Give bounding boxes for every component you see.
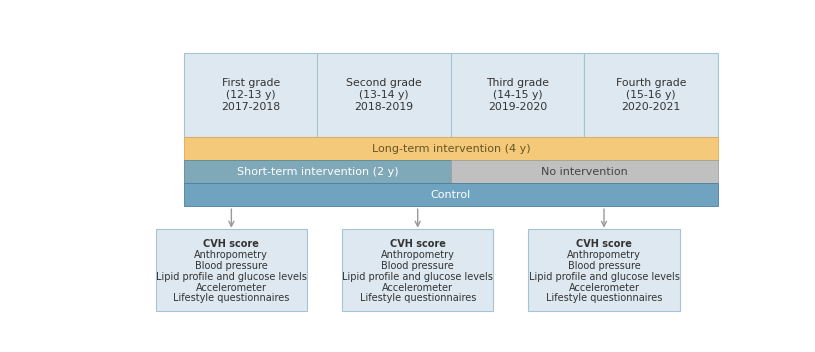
Text: Anthropometry: Anthropometry	[195, 250, 268, 260]
Text: Anthropometry: Anthropometry	[381, 250, 455, 260]
FancyBboxPatch shape	[451, 53, 584, 137]
Text: Control: Control	[430, 190, 471, 200]
Text: CVH score: CVH score	[204, 239, 259, 249]
Text: Anthropometry: Anthropometry	[567, 250, 641, 260]
FancyBboxPatch shape	[184, 53, 317, 137]
FancyBboxPatch shape	[156, 229, 307, 310]
Text: CVH score: CVH score	[576, 239, 632, 249]
Text: Fourth grade
(15-16 y)
2020-2021: Fourth grade (15-16 y) 2020-2021	[616, 78, 686, 112]
FancyBboxPatch shape	[184, 160, 451, 183]
FancyBboxPatch shape	[451, 160, 718, 183]
Text: No intervention: No intervention	[541, 166, 628, 177]
Text: Lifestyle questionnaires: Lifestyle questionnaires	[546, 293, 663, 303]
FancyBboxPatch shape	[342, 229, 494, 310]
Text: Long-term intervention (4 y): Long-term intervention (4 y)	[372, 144, 531, 153]
Text: Accelerometer: Accelerometer	[196, 283, 267, 293]
Text: Accelerometer: Accelerometer	[569, 283, 640, 293]
Text: Blood pressure: Blood pressure	[567, 261, 641, 271]
FancyBboxPatch shape	[184, 137, 718, 160]
Text: Blood pressure: Blood pressure	[195, 261, 268, 271]
Text: Lifestyle questionnaires: Lifestyle questionnaires	[173, 293, 289, 303]
Text: Lipid profile and glucose levels: Lipid profile and glucose levels	[529, 272, 680, 282]
FancyBboxPatch shape	[184, 183, 718, 206]
Text: Blood pressure: Blood pressure	[381, 261, 454, 271]
Text: Lifestyle questionnaires: Lifestyle questionnaires	[359, 293, 476, 303]
Text: Accelerometer: Accelerometer	[382, 283, 453, 293]
Text: CVH score: CVH score	[390, 239, 446, 249]
FancyBboxPatch shape	[584, 53, 718, 137]
FancyBboxPatch shape	[317, 53, 451, 137]
Text: Third grade
(14-15 y)
2019-2020: Third grade (14-15 y) 2019-2020	[486, 78, 549, 112]
Text: Short-term intervention (2 y): Short-term intervention (2 y)	[236, 166, 399, 177]
Text: Second grade
(13-14 y)
2018-2019: Second grade (13-14 y) 2018-2019	[346, 78, 422, 112]
Text: First grade
(12-13 y)
2017-2018: First grade (12-13 y) 2017-2018	[221, 78, 280, 112]
Text: Lipid profile and glucose levels: Lipid profile and glucose levels	[156, 272, 306, 282]
Text: Lipid profile and glucose levels: Lipid profile and glucose levels	[342, 272, 493, 282]
FancyBboxPatch shape	[528, 229, 680, 310]
